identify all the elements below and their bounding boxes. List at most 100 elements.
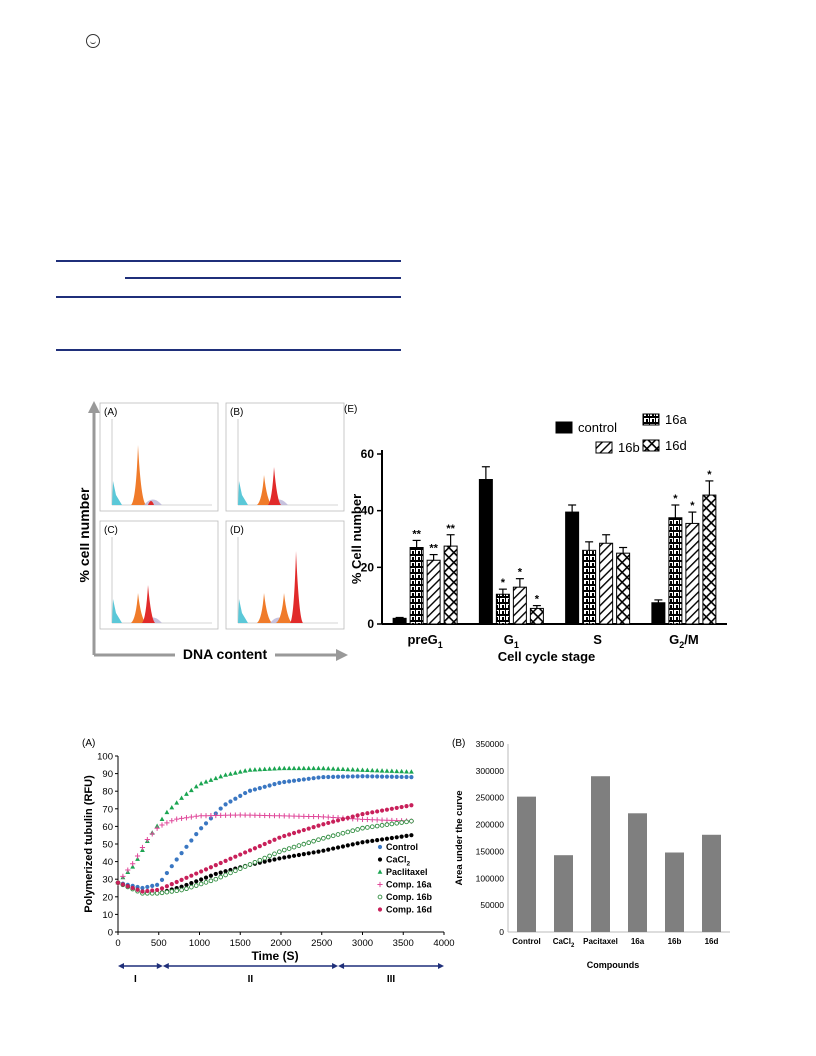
data-point <box>203 821 209 826</box>
data-point <box>247 812 253 818</box>
data-point <box>286 765 292 771</box>
data-point <box>179 884 184 889</box>
y-tick-label: 100 <box>97 752 113 763</box>
data-point <box>291 765 297 771</box>
auc-chart: (B) 0 50000 100000 150000 200000 250000 300000 3… <box>452 738 730 970</box>
data-point <box>350 828 356 834</box>
data-point <box>198 881 204 887</box>
data-point <box>252 787 258 792</box>
bar-cacl2 <box>554 855 573 932</box>
legend-marker <box>377 894 383 900</box>
flow-peak-g1-shift <box>276 593 292 623</box>
data-point <box>198 813 204 819</box>
bar-16b <box>665 852 684 932</box>
data-point <box>238 793 243 798</box>
data-point <box>233 796 238 801</box>
data-point <box>316 765 321 771</box>
data-point <box>125 884 130 889</box>
data-point <box>335 818 341 823</box>
flow-panel-label: (D) <box>230 525 244 536</box>
data-point <box>120 882 125 887</box>
flow-x-arrow-icon <box>336 649 348 661</box>
y-tick-label: 300000 <box>476 766 505 776</box>
data-point <box>394 774 399 779</box>
data-point <box>384 817 390 823</box>
data-point <box>394 835 399 840</box>
y-tick-label: 0 <box>108 928 113 939</box>
data-point <box>208 865 214 870</box>
data-point <box>193 784 199 789</box>
data-point <box>169 804 175 810</box>
x-tick-label: S <box>593 632 602 647</box>
flow-peak-debris <box>238 599 248 623</box>
data-point <box>296 813 302 819</box>
data-point <box>335 766 341 771</box>
data-point <box>233 868 238 874</box>
data-point <box>326 820 331 826</box>
data-point <box>164 884 169 889</box>
phase-label: III <box>387 974 396 985</box>
data-point <box>262 784 267 789</box>
data-point <box>164 809 170 815</box>
data-point <box>238 852 243 857</box>
data-point <box>365 825 370 830</box>
data-point <box>203 779 209 784</box>
data-point <box>301 827 306 833</box>
data-point <box>301 852 306 857</box>
data-point <box>208 873 214 878</box>
data-point <box>320 814 326 820</box>
x-tick-label: 500 <box>151 938 167 949</box>
data-point <box>228 870 233 876</box>
y-tick-label: 200000 <box>476 820 505 830</box>
data-point <box>243 850 248 855</box>
data-point <box>306 765 312 771</box>
data-point <box>252 812 258 818</box>
x-tick-label: 2000 <box>270 938 291 949</box>
bar-16b <box>599 542 614 625</box>
legend-marker <box>377 844 383 850</box>
bar-16d <box>443 545 458 625</box>
x-tick-label: preG1 <box>407 632 442 650</box>
data-point <box>286 813 292 819</box>
y-tick-label: 100000 <box>476 873 505 883</box>
data-point <box>223 869 228 874</box>
flow-peak-s <box>144 499 162 505</box>
legend-label: control <box>578 420 617 435</box>
data-point <box>355 774 360 779</box>
data-point <box>287 779 292 784</box>
x-tick-label: 3500 <box>393 938 414 949</box>
data-point <box>311 850 316 855</box>
data-point <box>145 888 150 894</box>
data-point <box>213 775 219 781</box>
x-tick-label: 0 <box>115 938 120 949</box>
data-point <box>203 875 209 880</box>
data-point <box>306 776 311 781</box>
data-point <box>252 859 258 865</box>
data-point <box>404 774 409 780</box>
y-tick-label: 350000 <box>476 739 505 749</box>
data-point <box>266 812 273 819</box>
flow-panel-label: (A) <box>104 407 117 418</box>
data-point <box>281 765 287 771</box>
x-axis-label: Compounds <box>587 960 640 970</box>
data-point <box>369 817 375 823</box>
data-point <box>409 769 414 774</box>
data-point <box>365 811 370 816</box>
data-point <box>404 819 409 825</box>
data-point <box>149 831 155 837</box>
data-point <box>335 845 341 850</box>
data-point <box>394 805 399 811</box>
data-point <box>277 849 282 855</box>
data-point <box>345 843 350 848</box>
data-point <box>355 827 360 832</box>
data-point <box>169 818 175 824</box>
data-point <box>218 812 224 818</box>
data-point <box>159 822 165 828</box>
significance-mark: * <box>501 577 506 589</box>
data-point <box>208 777 214 782</box>
data-point <box>145 884 150 890</box>
data-point <box>164 889 170 895</box>
data-point <box>287 832 292 837</box>
legend-label: Paclitaxel <box>386 867 428 877</box>
